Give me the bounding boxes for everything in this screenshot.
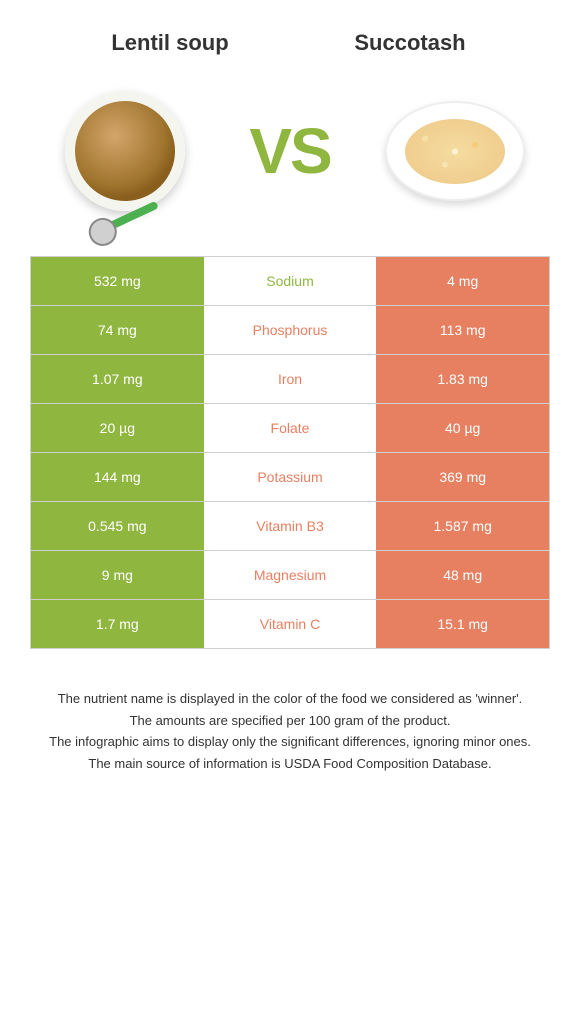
right-value: 113 mg — [376, 306, 549, 354]
food1-title: Lentil soup — [50, 30, 290, 56]
left-value: 1.07 mg — [31, 355, 204, 403]
left-value: 144 mg — [31, 453, 204, 501]
food2-title: Succotash — [290, 30, 530, 56]
nutrient-label: Phosphorus — [204, 306, 377, 354]
nutrient-label: Sodium — [204, 257, 377, 305]
food1-image — [50, 76, 200, 226]
left-value: 20 µg — [31, 404, 204, 452]
nutrient-label: Iron — [204, 355, 377, 403]
left-value: 9 mg — [31, 551, 204, 599]
table-row: 74 mgPhosphorus113 mg — [31, 306, 549, 355]
table-row: 0.545 mgVitamin B31.587 mg — [31, 502, 549, 551]
nutrient-label: Vitamin C — [204, 600, 377, 648]
right-value: 4 mg — [376, 257, 549, 305]
footer-notes: The nutrient name is displayed in the co… — [20, 679, 560, 785]
left-value: 532 mg — [31, 257, 204, 305]
succotash-food — [405, 119, 505, 184]
table-row: 532 mgSodium4 mg — [31, 257, 549, 306]
footer-line: The main source of information is USDA F… — [40, 754, 540, 774]
right-value: 1.83 mg — [376, 355, 549, 403]
vs-label: VS — [249, 114, 330, 188]
nutrient-table: 532 mgSodium4 mg74 mgPhosphorus113 mg1.0… — [30, 256, 550, 649]
right-value: 369 mg — [376, 453, 549, 501]
nutrient-label: Folate — [204, 404, 377, 452]
footer-line: The amounts are specified per 100 gram o… — [40, 711, 540, 731]
left-value: 0.545 mg — [31, 502, 204, 550]
table-row: 1.7 mgVitamin C15.1 mg — [31, 600, 549, 648]
nutrient-label: Potassium — [204, 453, 377, 501]
food2-image — [380, 76, 530, 226]
right-value: 15.1 mg — [376, 600, 549, 648]
image-row: VS — [20, 76, 560, 256]
table-row: 1.07 mgIron1.83 mg — [31, 355, 549, 404]
table-row: 20 µgFolate40 µg — [31, 404, 549, 453]
footer-line: The nutrient name is displayed in the co… — [40, 689, 540, 709]
left-value: 1.7 mg — [31, 600, 204, 648]
lentil-soup-bowl — [65, 91, 185, 211]
right-value: 1.587 mg — [376, 502, 549, 550]
table-row: 144 mgPotassium369 mg — [31, 453, 549, 502]
nutrient-label: Magnesium — [204, 551, 377, 599]
footer-line: The infographic aims to display only the… — [40, 732, 540, 752]
table-row: 9 mgMagnesium48 mg — [31, 551, 549, 600]
nutrient-label: Vitamin B3 — [204, 502, 377, 550]
succotash-plate — [385, 101, 525, 201]
right-value: 40 µg — [376, 404, 549, 452]
header: Lentil soup Succotash — [20, 20, 560, 76]
left-value: 74 mg — [31, 306, 204, 354]
right-value: 48 mg — [376, 551, 549, 599]
